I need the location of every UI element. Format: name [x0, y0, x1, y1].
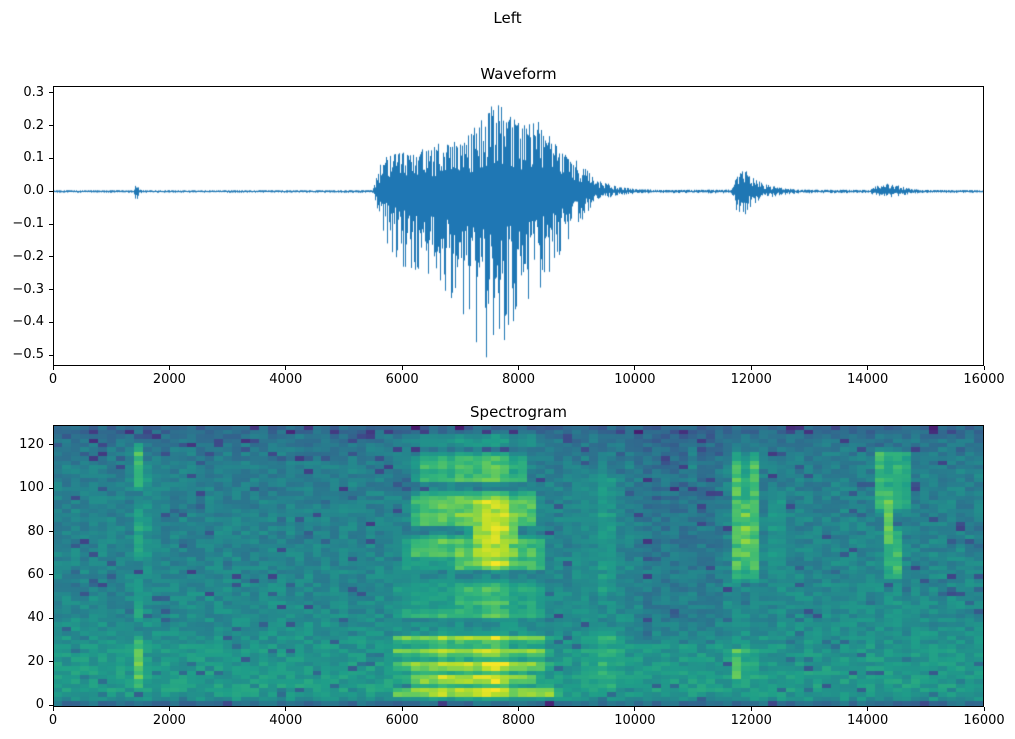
- tick-label: 4000: [269, 713, 303, 728]
- tick-label: 0.1: [23, 150, 44, 166]
- tick-label: 14000: [846, 372, 889, 387]
- tick-label: 100: [19, 480, 44, 496]
- tick-label: 10000: [614, 372, 656, 387]
- tick-label: 6000: [385, 372, 419, 387]
- tick-label: 0.3: [23, 84, 44, 100]
- tick-mark: [168, 707, 170, 711]
- spectrogram-plot-canvas: [54, 426, 983, 706]
- tick-label: 2000: [152, 713, 186, 728]
- tick-label: −0.4: [12, 314, 44, 330]
- tick-label: 16000: [963, 372, 1005, 387]
- tick-mark: [518, 366, 519, 370]
- tick-label: 0: [35, 697, 44, 713]
- figure-suptitle: Left: [493, 9, 522, 27]
- tick-label: 0.0: [23, 183, 44, 199]
- spectrogram-axes: [53, 425, 984, 707]
- tick-mark: [168, 366, 170, 370]
- tick-mark: [750, 707, 752, 711]
- tick-label: 10000: [614, 713, 656, 728]
- tick-label: 16000: [963, 713, 1005, 728]
- tick-mark: [285, 366, 287, 370]
- spectrogram-title: Spectrogram: [470, 403, 567, 421]
- tick-mark: [634, 366, 636, 370]
- tick-label: 6000: [385, 713, 419, 728]
- tick-label: 0.2: [23, 117, 44, 133]
- tick-mark: [518, 707, 519, 711]
- tick-label: −0.3: [12, 281, 44, 297]
- tick-label: 12000: [730, 713, 772, 728]
- tick-label: −0.5: [12, 347, 44, 363]
- tick-mark: [750, 366, 752, 370]
- waveform-plot-canvas: [54, 87, 983, 365]
- waveform-title: Waveform: [480, 65, 557, 83]
- tick-label: 20: [27, 653, 44, 669]
- tick-label: 8000: [501, 713, 536, 728]
- tick-mark: [52, 707, 54, 711]
- tick-label: 12000: [730, 372, 772, 387]
- tick-mark: [983, 707, 985, 711]
- tick-mark: [983, 366, 985, 370]
- tick-label: 60: [27, 566, 44, 582]
- tick-label: 8000: [501, 372, 536, 387]
- tick-label: 40: [27, 610, 44, 626]
- tick-mark: [401, 366, 403, 370]
- tick-mark: [52, 366, 54, 370]
- tick-label: 4000: [269, 372, 303, 387]
- tick-mark: [401, 707, 403, 711]
- tick-label: 2000: [152, 372, 186, 387]
- tick-mark: [867, 707, 869, 711]
- tick-label: −0.2: [12, 248, 44, 264]
- waveform-axes: [53, 86, 984, 366]
- tick-label: 14000: [846, 713, 889, 728]
- tick-mark: [634, 707, 636, 711]
- tick-label: 0: [48, 372, 58, 387]
- tick-mark: [285, 707, 287, 711]
- tick-mark: [867, 366, 869, 370]
- tick-label: 0: [48, 713, 58, 728]
- tick-label: 120: [19, 436, 44, 452]
- tick-label: 80: [27, 523, 44, 539]
- tick-label: −0.1: [12, 216, 44, 232]
